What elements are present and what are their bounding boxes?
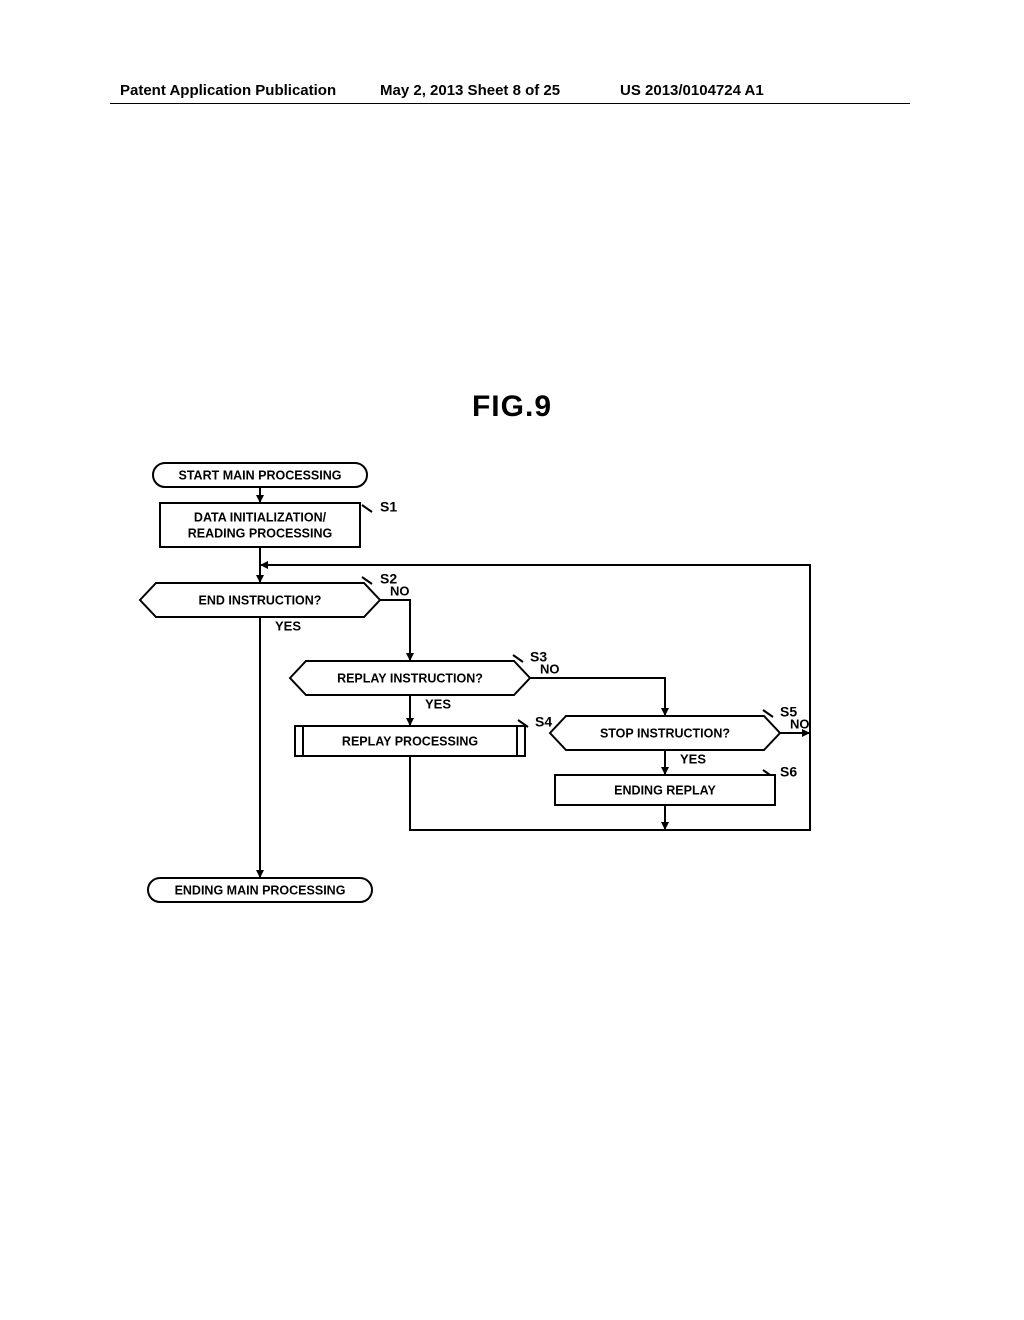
- header-left: Patent Application Publication: [120, 82, 336, 99]
- node-s4: REPLAY PROCESSING S4: [295, 714, 552, 756]
- node-s2: END INSTRUCTION?YESNOS2: [140, 571, 410, 634]
- header-rule: [110, 103, 910, 104]
- svg-text:START MAIN PROCESSING: START MAIN PROCESSING: [179, 468, 342, 482]
- svg-text:S4: S4: [535, 714, 552, 730]
- svg-text:S1: S1: [380, 499, 397, 515]
- page: Patent Application Publication May 2, 20…: [0, 0, 1024, 1320]
- node-s5: STOP INSTRUCTION?YESNOS5: [550, 704, 810, 767]
- svg-text:REPLAY INSTRUCTION?: REPLAY INSTRUCTION?: [337, 671, 483, 685]
- svg-text:YES: YES: [275, 618, 301, 633]
- svg-text:YES: YES: [680, 751, 706, 766]
- header-right: US 2013/0104724 A1: [620, 82, 764, 99]
- svg-text:S3: S3: [530, 649, 547, 665]
- flowchart: START MAIN PROCESSING DATA INITIALIZATION…: [110, 460, 930, 940]
- node-end: ENDING MAIN PROCESSING: [148, 878, 372, 902]
- header-mid: May 2, 2013 Sheet 8 of 25: [380, 82, 560, 99]
- svg-text:S5: S5: [780, 704, 797, 720]
- nodes: START MAIN PROCESSING DATA INITIALIZATION…: [140, 463, 810, 902]
- svg-text:END INSTRUCTION?: END INSTRUCTION?: [199, 593, 322, 607]
- svg-text:S2: S2: [380, 571, 397, 587]
- node-s6: ENDING REPLAY S6: [555, 764, 797, 805]
- flowchart-svg: START MAIN PROCESSING DATA INITIALIZATION…: [110, 460, 930, 940]
- svg-text:ENDING MAIN PROCESSING: ENDING MAIN PROCESSING: [175, 883, 346, 897]
- svg-text:DATA INITIALIZATION/: DATA INITIALIZATION/: [194, 510, 327, 524]
- svg-text:REPLAY PROCESSING: REPLAY PROCESSING: [342, 734, 478, 748]
- svg-text:YES: YES: [425, 696, 451, 711]
- svg-text:READING PROCESSING: READING PROCESSING: [188, 526, 332, 540]
- svg-text:ENDING REPLAY: ENDING REPLAY: [614, 783, 716, 797]
- figure-title: FIG.9: [0, 390, 1024, 424]
- svg-text:STOP INSTRUCTION?: STOP INSTRUCTION?: [600, 726, 730, 740]
- svg-text:S6: S6: [780, 764, 797, 780]
- node-start: START MAIN PROCESSING: [153, 463, 367, 487]
